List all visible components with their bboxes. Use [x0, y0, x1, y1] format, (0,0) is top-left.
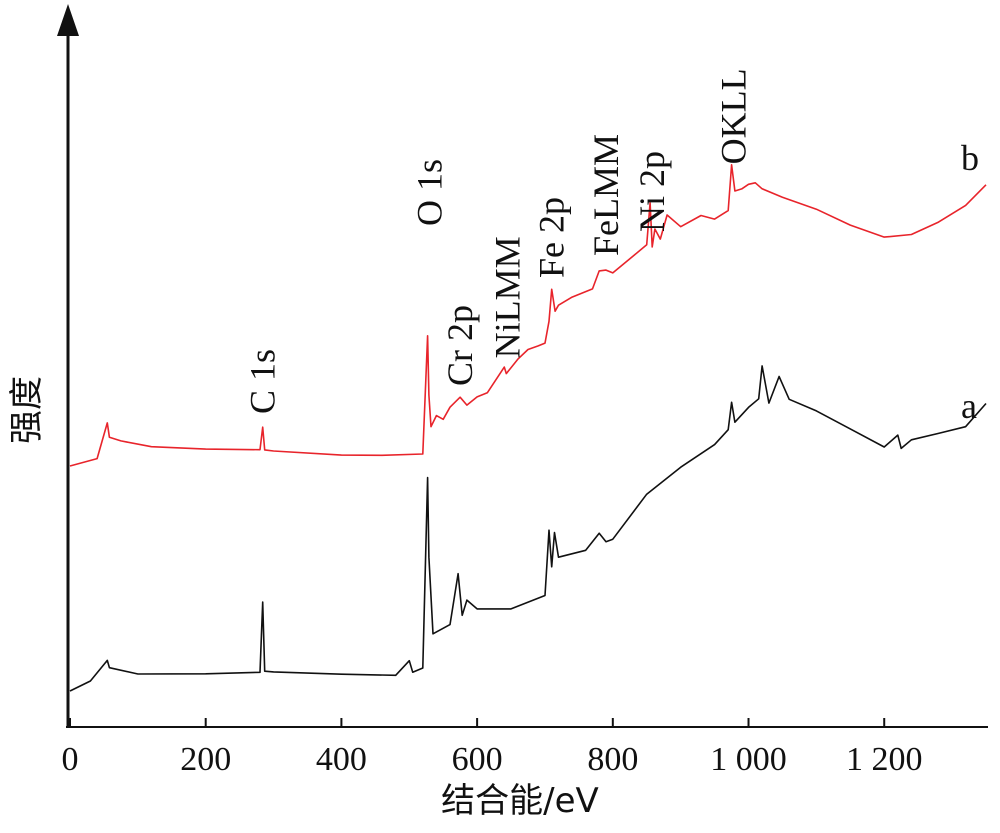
x-tick-label: 200 [180, 741, 231, 778]
series-line-a [69, 365, 987, 692]
x-axis-title: 结合能/eV [441, 781, 599, 821]
series-lines [69, 164, 987, 692]
series-line-b [69, 164, 987, 467]
peak-label: FeLMM [586, 134, 626, 256]
x-tick-label: 400 [316, 741, 367, 778]
x-tick-label: 600 [452, 741, 503, 778]
x-tick-label: 1 200 [846, 741, 923, 778]
peak-label: O 1s [410, 159, 450, 226]
x-ticks [69, 718, 886, 727]
peak-label: Cr 2p [440, 305, 480, 386]
peak-label: C 1s [243, 349, 283, 414]
peak-label: Fe 2p [532, 197, 572, 278]
y-axis-title: 强度 [7, 376, 47, 444]
x-tick-label: 800 [587, 741, 638, 778]
series-label-a: a [961, 386, 977, 426]
peak-label: OKLL [714, 68, 754, 164]
peak-label: Ni 2p [632, 151, 672, 232]
x-tick-labels: 0 200 400 600 800 1 000 1 200 [62, 741, 923, 778]
x-tick-label: 1 000 [710, 741, 787, 778]
y-axis-arrow [57, 4, 79, 36]
series-label-b: b [961, 138, 979, 178]
peak-labels: C 1s O 1s Cr 2p NiLMM Fe 2p FeLMM Ni 2p OKLL [243, 68, 754, 414]
x-tick-label: 0 [62, 741, 79, 778]
peak-label: NiLMM [488, 236, 528, 358]
